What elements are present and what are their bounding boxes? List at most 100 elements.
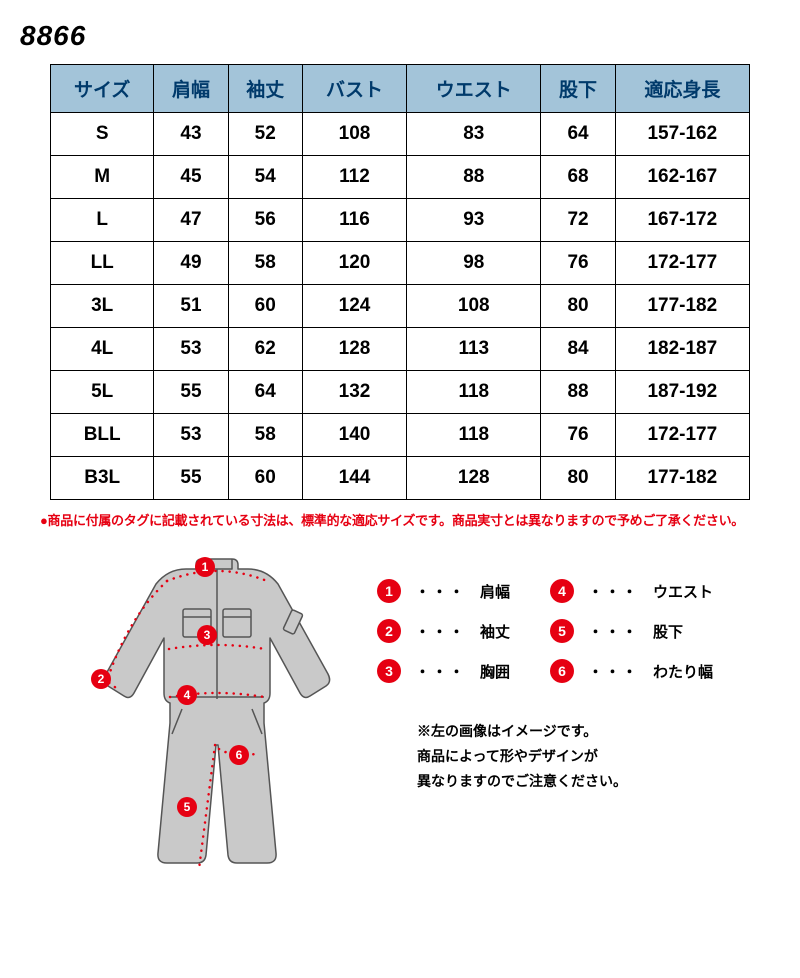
table-cell: 72: [541, 199, 615, 242]
size-table: サイズ肩幅袖丈バストウエスト股下適応身長 S43521088364157-162…: [50, 64, 750, 500]
legend-label: ウエスト: [653, 581, 713, 602]
table-cell: 182-187: [615, 328, 749, 371]
table-cell: 113: [407, 328, 541, 371]
table-cell: M: [51, 156, 154, 199]
legend-badge: 3: [377, 659, 401, 683]
table-cell: 172-177: [615, 242, 749, 285]
size-col-header: 股下: [541, 65, 615, 113]
table-cell: 177-182: [615, 457, 749, 500]
legend-item: 5 ・・・股下: [550, 619, 713, 643]
legend-dots: ・・・: [588, 581, 639, 602]
table-cell: 128: [407, 457, 541, 500]
table-row: S43521088364157-162: [51, 113, 750, 156]
measure-marker: 6: [229, 745, 249, 765]
table-row: 4L536212811384182-187: [51, 328, 750, 371]
table-cell: B3L: [51, 457, 154, 500]
table-cell: 98: [407, 242, 541, 285]
table-cell: 167-172: [615, 199, 749, 242]
table-cell: 144: [302, 457, 406, 500]
table-cell: 162-167: [615, 156, 749, 199]
table-cell: 88: [541, 371, 615, 414]
table-cell: LL: [51, 242, 154, 285]
legend-label: わたり幅: [653, 661, 713, 682]
table-cell: 83: [407, 113, 541, 156]
legend-badge: 5: [550, 619, 574, 643]
table-cell: 140: [302, 414, 406, 457]
table-row: LL49581209876172-177: [51, 242, 750, 285]
caption-line: ※左の画像はイメージです。: [417, 719, 713, 744]
table-cell: 108: [302, 113, 406, 156]
table-cell: 5L: [51, 371, 154, 414]
table-cell: S: [51, 113, 154, 156]
measure-marker: 4: [177, 685, 197, 705]
table-cell: 116: [302, 199, 406, 242]
measure-marker: 3: [197, 625, 217, 645]
size-col-header: ウエスト: [407, 65, 541, 113]
table-row: L47561169372167-172: [51, 199, 750, 242]
table-cell: 49: [154, 242, 228, 285]
table-row: B3L556014412880177-182: [51, 457, 750, 500]
table-cell: 58: [228, 414, 302, 457]
table-cell: 118: [407, 414, 541, 457]
table-cell: 55: [154, 457, 228, 500]
legend-label: 股下: [653, 621, 683, 642]
table-cell: 47: [154, 199, 228, 242]
table-cell: 93: [407, 199, 541, 242]
table-cell: 84: [541, 328, 615, 371]
table-cell: 3L: [51, 285, 154, 328]
caption-line: 商品によって形やデザインが: [417, 744, 713, 769]
legend-label: 肩幅: [480, 581, 510, 602]
legend-item: 2 ・・・袖丈: [377, 619, 510, 643]
table-cell: 80: [541, 285, 615, 328]
legend-block: 1・・・肩幅4・・・ウエスト2・・・袖丈5・・・股下3・・・胸囲6・・・わたり幅…: [377, 579, 713, 795]
table-cell: 55: [154, 371, 228, 414]
legend-dots: ・・・: [588, 621, 639, 642]
table-cell: L: [51, 199, 154, 242]
size-note: ●商品に付属のタグに記載されている寸法は、標準的な適応サイズです。商品実寸とは異…: [40, 510, 780, 529]
legend-item: 4・・・ウエスト: [550, 579, 713, 603]
product-code: 8866: [20, 20, 780, 52]
legend-dots: ・・・: [415, 621, 466, 642]
legend-label: 袖丈: [480, 621, 510, 642]
table-row: 5L556413211888187-192: [51, 371, 750, 414]
table-cell: BLL: [51, 414, 154, 457]
legend-item: 6・・・わたり幅: [550, 659, 713, 683]
size-col-header: 袖丈: [228, 65, 302, 113]
legend-dots: ・・・: [415, 661, 466, 682]
table-cell: 43: [154, 113, 228, 156]
table-cell: 51: [154, 285, 228, 328]
measure-marker: 1: [195, 557, 215, 577]
table-row: 3L516012410880177-182: [51, 285, 750, 328]
table-cell: 112: [302, 156, 406, 199]
size-col-header: 肩幅: [154, 65, 228, 113]
garment-diagram: 123456: [87, 549, 347, 879]
table-cell: 54: [228, 156, 302, 199]
table-cell: 53: [154, 414, 228, 457]
legend-badge: 1: [377, 579, 401, 603]
table-cell: 45: [154, 156, 228, 199]
table-cell: 177-182: [615, 285, 749, 328]
table-cell: 108: [407, 285, 541, 328]
table-cell: 132: [302, 371, 406, 414]
table-cell: 172-177: [615, 414, 749, 457]
table-cell: 124: [302, 285, 406, 328]
table-cell: 60: [228, 457, 302, 500]
table-cell: 187-192: [615, 371, 749, 414]
table-cell: 53: [154, 328, 228, 371]
table-row: BLL535814011876172-177: [51, 414, 750, 457]
legend-dots: ・・・: [588, 661, 639, 682]
table-cell: 60: [228, 285, 302, 328]
legend-dots: ・・・: [415, 581, 466, 602]
legend-label: 胸囲: [480, 661, 510, 682]
table-cell: 68: [541, 156, 615, 199]
size-col-header: 適応身長: [615, 65, 749, 113]
table-cell: 76: [541, 242, 615, 285]
table-cell: 120: [302, 242, 406, 285]
caption-line: 異なりますのでご注意ください。: [417, 769, 713, 794]
table-cell: 4L: [51, 328, 154, 371]
legend-badge: 2: [377, 619, 401, 643]
diagram-caption: ※左の画像はイメージです。商品によって形やデザインが異なりますのでご注意ください…: [417, 719, 713, 795]
measure-marker: 2: [91, 669, 111, 689]
table-row: M45541128868162-167: [51, 156, 750, 199]
legend-grid: 1・・・肩幅4・・・ウエスト2・・・袖丈5・・・股下3・・・胸囲6・・・わたり幅: [377, 579, 713, 683]
